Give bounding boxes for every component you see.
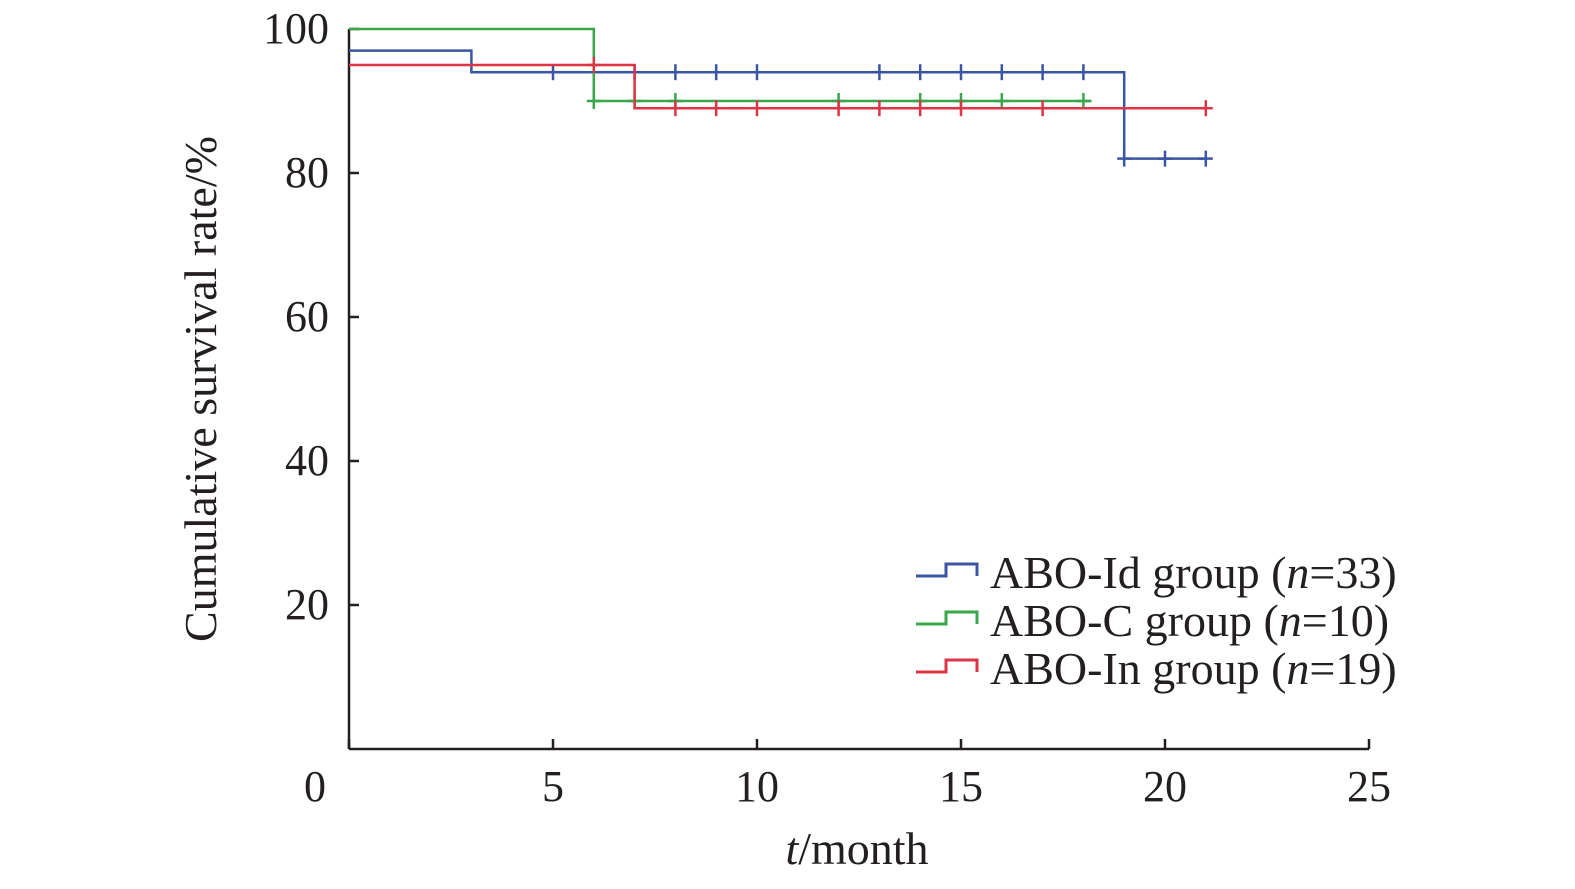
x-axis-title-variable: t — [785, 823, 799, 874]
survival-curves — [349, 27, 1213, 167]
x-axis-title: t/month — [785, 823, 928, 874]
series-2 — [349, 57, 1213, 117]
x-tick-label: 15 — [939, 762, 983, 811]
series-1 — [349, 27, 1092, 109]
legend-item: ABO-C group (n=10) — [916, 595, 1389, 646]
legend-item: ABO-Id group (n=33) — [916, 547, 1397, 598]
legend-item: ABO-In group (n=19) — [916, 643, 1397, 694]
x-axis-title-unit: /month — [798, 823, 928, 874]
x-tick-label: 5 — [542, 762, 564, 811]
legend-label-n: n — [1279, 595, 1302, 646]
legend-label: ABO-Id group (n=33) — [990, 547, 1397, 598]
legend-swatch — [916, 610, 979, 626]
y-tick-label: 100 — [263, 4, 329, 53]
legend-label: ABO-C group (n=10) — [990, 595, 1389, 646]
y-tick-label: 60 — [285, 292, 329, 341]
legend-label-n: n — [1286, 643, 1309, 694]
legend-label-prefix: ABO-Id group ( — [990, 547, 1286, 598]
legend-label-count: =10) — [1302, 595, 1389, 646]
x-tick-label: 0 — [304, 762, 326, 811]
legend-label-prefix: ABO-C group ( — [990, 595, 1279, 646]
y-axis-title: Cumulative survival rate/% — [175, 136, 226, 642]
x-tick-label: 20 — [1143, 762, 1187, 811]
legend-label-n: n — [1286, 547, 1309, 598]
y-tick-label: 80 — [285, 148, 329, 197]
x-tick-label: 25 — [1347, 762, 1391, 811]
legend: ABO-Id group (n=33)ABO-C group (n=10)ABO… — [916, 547, 1397, 694]
axes — [347, 29, 1369, 751]
x-tick-label: 10 — [735, 762, 779, 811]
survival-line — [349, 49, 1206, 160]
legend-label: ABO-In group (n=19) — [990, 643, 1397, 694]
legend-label-prefix: ABO-In group ( — [990, 643, 1286, 694]
y-tick-label: 20 — [285, 580, 329, 629]
legend-label-count: =33) — [1309, 547, 1396, 598]
y-tick-label: 40 — [285, 436, 329, 485]
legend-swatch — [916, 562, 979, 578]
legend-swatch — [916, 658, 979, 674]
ticks: 0 5 10 15 20 25 20 40 60 80 100 — [263, 4, 1391, 811]
legend-label-count: =19) — [1309, 643, 1396, 694]
